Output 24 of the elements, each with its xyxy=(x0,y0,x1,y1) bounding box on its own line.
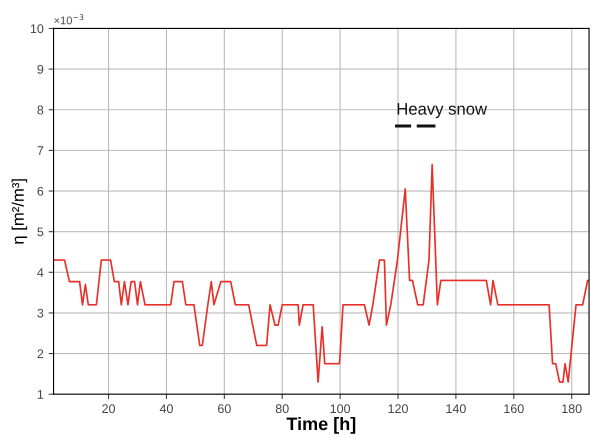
x-tick-label: 60 xyxy=(218,404,231,414)
y-tick-label: 9 xyxy=(37,64,44,74)
x-axis-title: Time [h] xyxy=(286,416,356,434)
y-tick-label: 3 xyxy=(37,308,44,318)
x-tick-label: 100 xyxy=(330,404,350,414)
x-tick-label: 160 xyxy=(504,404,524,414)
annotation: Heavy snow xyxy=(398,103,488,118)
x-tick-label: 140 xyxy=(446,404,466,414)
y-tick-label: 5 xyxy=(37,228,44,236)
y-tick-label: 4 xyxy=(37,268,44,277)
text: ×10$^{−3}$ xyxy=(54,14,84,24)
line-series xyxy=(54,164,590,383)
y-tick-label: 2 xyxy=(38,349,44,358)
x-tick-label: 120 xyxy=(388,404,408,414)
y-tick-label: 10 xyxy=(30,24,44,34)
x-tick-label: 180 xyxy=(562,404,582,414)
x-tick-label: 80 xyxy=(276,404,289,414)
y-axis-title: η [m²/m³] xyxy=(12,179,28,244)
y-tick-label: 6 xyxy=(38,186,44,196)
y-tick-label: 1 xyxy=(38,390,44,399)
x-tick-label: 40 xyxy=(160,404,173,414)
y-tick-label: 8 xyxy=(37,106,44,114)
x-tick-label: 20 xyxy=(102,404,116,414)
y-tick-label: 7 xyxy=(38,146,44,155)
